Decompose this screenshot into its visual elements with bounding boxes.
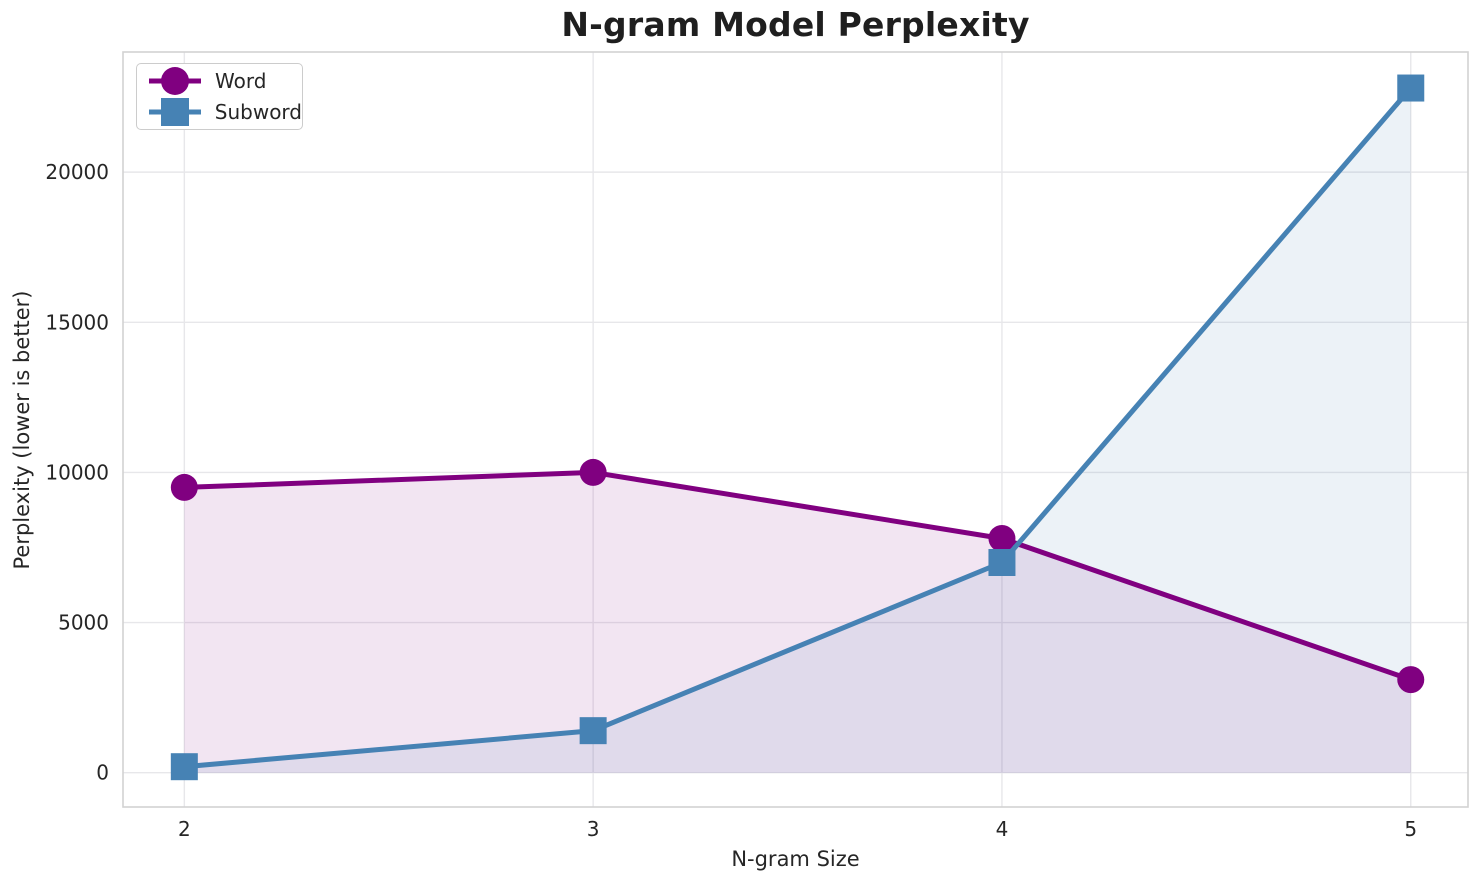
- y-axis-label: Perplexity (lower is better): [10, 290, 34, 570]
- y-tick-label: 0: [96, 761, 109, 785]
- legend-marker-subword: [161, 98, 189, 127]
- y-tick-label: 5000: [58, 611, 109, 635]
- subword-area-fill: [184, 88, 1411, 773]
- subword-marker: [988, 549, 1016, 577]
- x-tick-label: 4: [996, 817, 1009, 841]
- legend-label-word: Word: [215, 68, 267, 93]
- subword-marker: [579, 717, 607, 745]
- word-marker: [1397, 666, 1425, 694]
- x-tick-label: 3: [587, 817, 600, 841]
- word-marker: [579, 458, 607, 486]
- y-tick-label: 15000: [45, 310, 109, 334]
- legend-label-subword: Subword: [214, 100, 302, 125]
- subword-line: [181, 85, 1414, 770]
- legend-marker-word: [161, 66, 189, 95]
- x-tick-label: 2: [178, 817, 191, 841]
- word-marker: [988, 524, 1016, 552]
- subword-square-marker-icon: [149, 98, 201, 127]
- y-tick-label: 10000: [45, 460, 109, 484]
- word-area-fill: [184, 472, 1411, 773]
- x-tick-label: 5: [1404, 817, 1417, 841]
- y-tick-label: 20000: [45, 160, 109, 184]
- word-line: [181, 469, 1414, 683]
- word-circle-marker-icon: [149, 66, 201, 95]
- x-axis-label: N-gram Size: [731, 847, 860, 871]
- subword-marker: [1397, 74, 1425, 102]
- legend-item-word: Word: [146, 66, 302, 96]
- legend: Word Subword: [136, 63, 303, 130]
- subword-marker: [170, 753, 198, 781]
- word-marker: [170, 473, 198, 501]
- plot-border: [122, 51, 1469, 808]
- legend-item-subword: Subword: [146, 97, 302, 127]
- chart-title: N-gram Model Perplexity: [561, 5, 1030, 44]
